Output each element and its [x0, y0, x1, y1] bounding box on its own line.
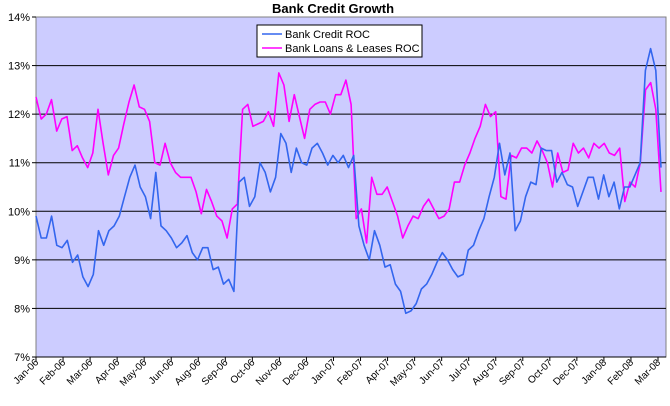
x-tick-label: May-07 — [388, 357, 420, 389]
x-tick-label: Sep-06 — [200, 357, 231, 388]
y-tick-label: 13% — [8, 61, 30, 73]
x-tick-label: Aug-07 — [470, 357, 501, 388]
x-tick-label: Jan-07 — [309, 357, 339, 387]
x-tick-label: May-06 — [118, 357, 150, 389]
chart-title: Bank Credit Growth — [272, 1, 394, 16]
legend: Bank Credit ROC Bank Loans & Leases ROC — [256, 24, 423, 58]
y-tick-label: 11% — [9, 158, 30, 170]
x-tick-label: Feb-06 — [38, 357, 68, 387]
x-tick-label: Dec-07 — [551, 357, 582, 388]
y-tick-label: 10% — [8, 206, 30, 218]
y-tick-label: 14% — [8, 12, 30, 24]
x-tick-label: Jan-08 — [580, 357, 610, 387]
y-tick-label: 8% — [14, 303, 30, 315]
series-lines — [35, 47, 662, 315]
x-tick-label: Jun-06 — [147, 357, 177, 387]
series-line-bank-credit — [35, 47, 662, 315]
x-tick-label: Aug-06 — [173, 357, 204, 388]
legend-label-loans-leases: Bank Loans & Leases ROC — [285, 43, 420, 55]
y-axis: 7% 8% 9% 10% 11% 12% 13% 14% — [8, 12, 36, 364]
x-tick-label: Sep-07 — [497, 357, 528, 388]
x-tick-label: Feb-08 — [606, 357, 636, 387]
y-tick-label: 9% — [14, 255, 30, 267]
legend-label-bank-credit: Bank Credit ROC — [285, 29, 370, 41]
x-tick-label: Oct-06 — [228, 357, 257, 386]
series-line-loans-leases — [35, 72, 662, 244]
legend-box — [256, 24, 423, 58]
y-tick-label: 7% — [14, 352, 30, 364]
x-axis: Jan-06Feb-06Mar-06Apr-06May-06Jun-06Aug-… — [12, 356, 666, 389]
x-tick-label: Nov-06 — [254, 357, 285, 388]
x-tick-label: Feb-07 — [335, 357, 365, 387]
x-tick-label: Mar-06 — [65, 357, 95, 387]
x-tick-label: Jun-07 — [417, 357, 447, 387]
x-tick-label: Mar-08 — [633, 357, 663, 387]
y-tick-label: 12% — [8, 109, 30, 121]
x-tick-label: Oct-07 — [526, 357, 555, 386]
x-tick-label: Dec-06 — [281, 357, 312, 388]
